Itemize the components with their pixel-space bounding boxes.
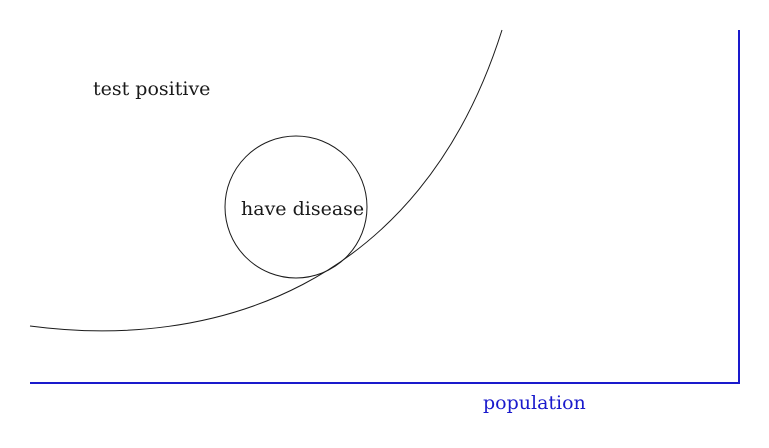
have-disease-circle (224, 135, 368, 279)
test-positive-boundary (29, 29, 503, 332)
population-label: population (483, 392, 586, 414)
population-boundary (30, 30, 740, 384)
test-positive-label: test positive (93, 78, 211, 100)
have-disease-label: have disease (241, 198, 365, 220)
